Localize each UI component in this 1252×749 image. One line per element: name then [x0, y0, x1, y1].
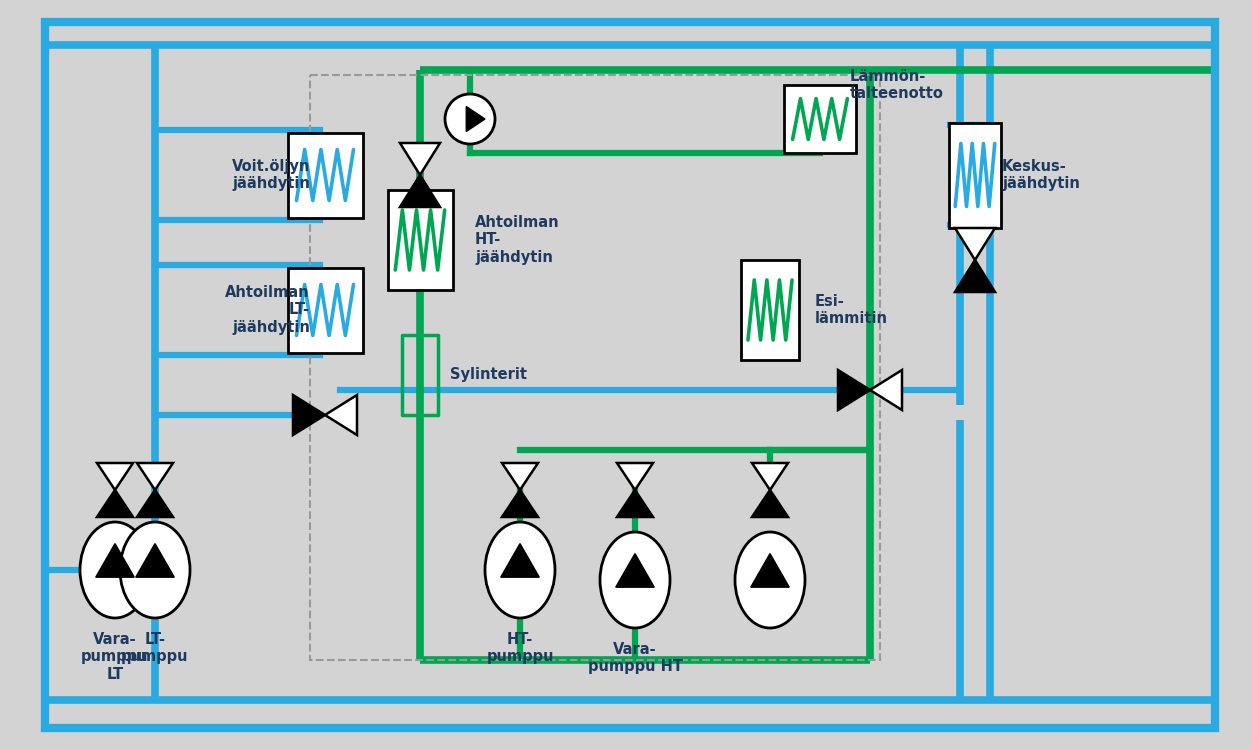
Polygon shape — [502, 490, 538, 517]
Ellipse shape — [80, 522, 150, 618]
Bar — [288, 133, 363, 217]
Polygon shape — [870, 370, 901, 410]
Polygon shape — [752, 490, 788, 517]
Bar — [388, 190, 452, 290]
Bar — [310, 75, 880, 660]
Polygon shape — [502, 463, 538, 490]
Ellipse shape — [735, 532, 805, 628]
Bar — [784, 85, 856, 153]
Text: Voit.öljyn
jäähdytin: Voit.öljyn jäähdytin — [232, 159, 310, 191]
Text: Keskus-
jäähdytin: Keskus- jäähdytin — [1002, 159, 1080, 191]
Text: Sylinterit: Sylinterit — [449, 368, 527, 383]
Polygon shape — [136, 490, 173, 517]
Polygon shape — [501, 544, 540, 577]
Polygon shape — [399, 143, 439, 175]
Ellipse shape — [600, 532, 670, 628]
Polygon shape — [96, 490, 133, 517]
Bar — [288, 267, 363, 353]
Polygon shape — [326, 395, 357, 435]
Ellipse shape — [120, 522, 190, 618]
Polygon shape — [95, 544, 134, 577]
Text: Ahtoilman
HT-
jäähdytin: Ahtoilman HT- jäähdytin — [475, 215, 560, 265]
Polygon shape — [955, 260, 995, 292]
Text: HT-
pumppu: HT- pumppu — [486, 632, 553, 664]
Text: Vara-
pumppu HT: Vara- pumppu HT — [587, 642, 682, 674]
Polygon shape — [466, 106, 485, 132]
Ellipse shape — [485, 522, 555, 618]
Polygon shape — [616, 554, 655, 587]
Bar — [949, 123, 1002, 228]
Text: Lämmön-
talteenotto: Lämmön- talteenotto — [850, 69, 944, 101]
Polygon shape — [293, 395, 326, 435]
Text: Vara-
pumppu
LT: Vara- pumppu LT — [81, 632, 149, 682]
Polygon shape — [136, 463, 173, 490]
Polygon shape — [96, 463, 133, 490]
Polygon shape — [838, 370, 870, 410]
Text: Esi-
lämmitin: Esi- lämmitin — [815, 294, 888, 327]
Text: LT-
pumppu: LT- pumppu — [121, 632, 189, 664]
Polygon shape — [955, 228, 995, 260]
Polygon shape — [135, 544, 174, 577]
Bar — [741, 260, 799, 360]
Polygon shape — [752, 463, 788, 490]
Polygon shape — [751, 554, 789, 587]
Polygon shape — [399, 175, 439, 207]
Circle shape — [444, 94, 495, 144]
Polygon shape — [617, 463, 654, 490]
Polygon shape — [617, 490, 654, 517]
Text: Ahtoilman
LT-
jäähdytin: Ahtoilman LT- jäähdytin — [225, 285, 310, 335]
